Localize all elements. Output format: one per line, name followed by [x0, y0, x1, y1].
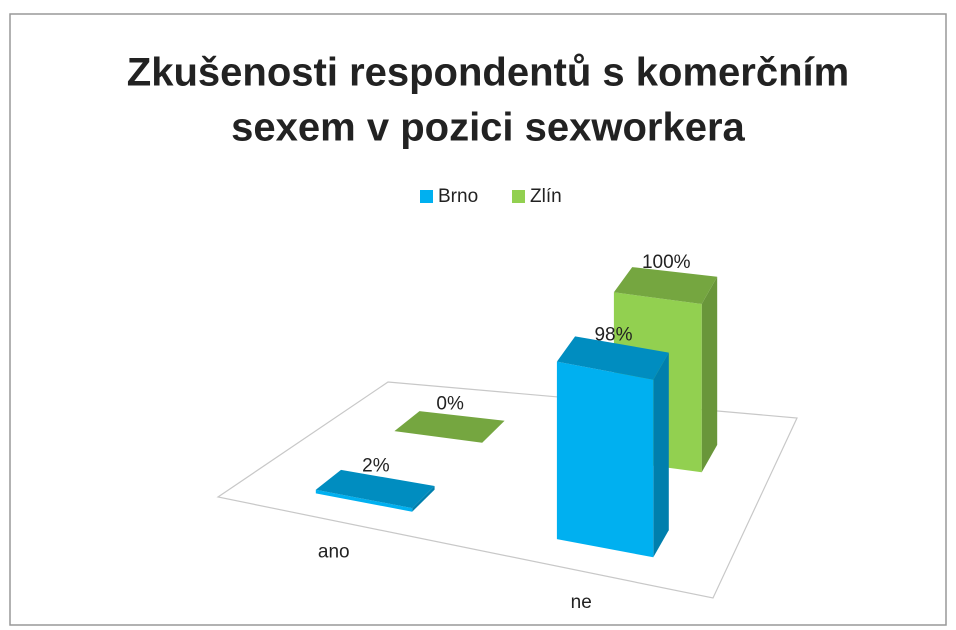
chart-frame — [9, 13, 947, 626]
bar-top — [613, 267, 718, 304]
bar — [556, 336, 669, 558]
data-label: 100% — [642, 252, 691, 273]
bar-top — [394, 411, 505, 443]
legend-label: Brno — [438, 186, 478, 207]
legend-swatch — [512, 190, 525, 203]
bar-top — [315, 469, 435, 509]
bar — [394, 411, 505, 443]
legend-swatch — [420, 190, 433, 203]
bar — [315, 469, 435, 512]
x-tick-label: ano — [318, 541, 350, 562]
bar-top — [556, 336, 669, 380]
chart-title: sexem v pozici sexworkera — [231, 106, 745, 150]
bar-side — [653, 352, 669, 558]
chart-title: Zkušenosti respondentů s komerčním — [127, 51, 849, 95]
bar-front — [315, 489, 413, 512]
data-label: 0% — [436, 393, 464, 414]
bar-front — [556, 361, 654, 558]
x-tick-label: ne — [571, 592, 592, 613]
data-label: 98% — [594, 325, 632, 346]
data-label: 2% — [362, 455, 390, 476]
legend-label: Zlín — [530, 186, 562, 207]
bar-side — [412, 486, 435, 512]
floor — [216, 381, 798, 599]
bar-side — [701, 276, 718, 473]
